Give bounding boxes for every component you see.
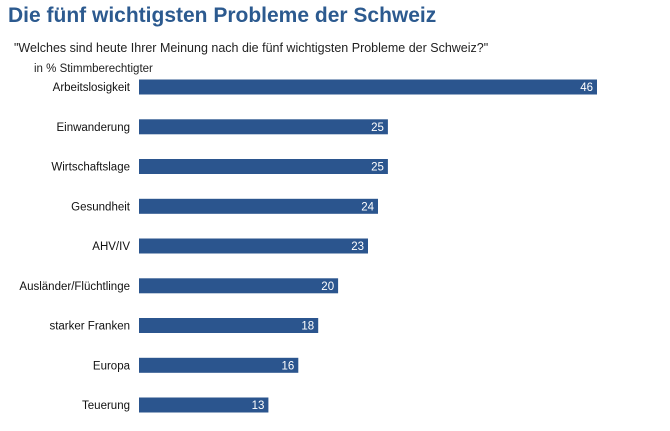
category-label: Europa	[93, 360, 131, 372]
category-label: Einwanderung	[56, 122, 130, 134]
value-label: 23	[351, 241, 364, 253]
bar-6	[139, 318, 319, 333]
category-label: Gesundheit	[71, 201, 131, 213]
value-label: 20	[321, 281, 334, 293]
value-label: 16	[282, 360, 295, 372]
value-label: 46	[580, 82, 593, 94]
bar-8	[139, 397, 269, 413]
bar-2	[139, 159, 388, 174]
value-label: 25	[371, 122, 384, 134]
unit-label: in % Stimmberechtigter	[34, 63, 153, 75]
category-label: AHV/IV	[92, 241, 130, 253]
value-label: 18	[301, 321, 314, 333]
bar-3	[139, 198, 378, 214]
category-label: starker Franken	[49, 321, 130, 333]
value-label: 24	[361, 201, 374, 213]
value-label: 25	[371, 162, 384, 174]
bar-4	[139, 238, 368, 254]
category-label: Teuerung	[82, 400, 130, 412]
category-label: Wirtschaftslage	[51, 162, 130, 174]
value-label: 13	[252, 400, 265, 412]
bar-1	[139, 119, 388, 135]
category-label: Ausländer/Flüchtlinge	[19, 281, 130, 293]
bar-0	[139, 79, 597, 95]
bar-7	[139, 357, 299, 373]
chart-subtitle: "Welches sind heute Ihrer Meinung nach d…	[14, 41, 489, 55]
category-label: Arbeitslosigkeit	[53, 82, 131, 94]
chart-title: Die fünf wichtigsten Probleme der Schwei…	[8, 4, 437, 27]
bar-5	[139, 278, 339, 294]
